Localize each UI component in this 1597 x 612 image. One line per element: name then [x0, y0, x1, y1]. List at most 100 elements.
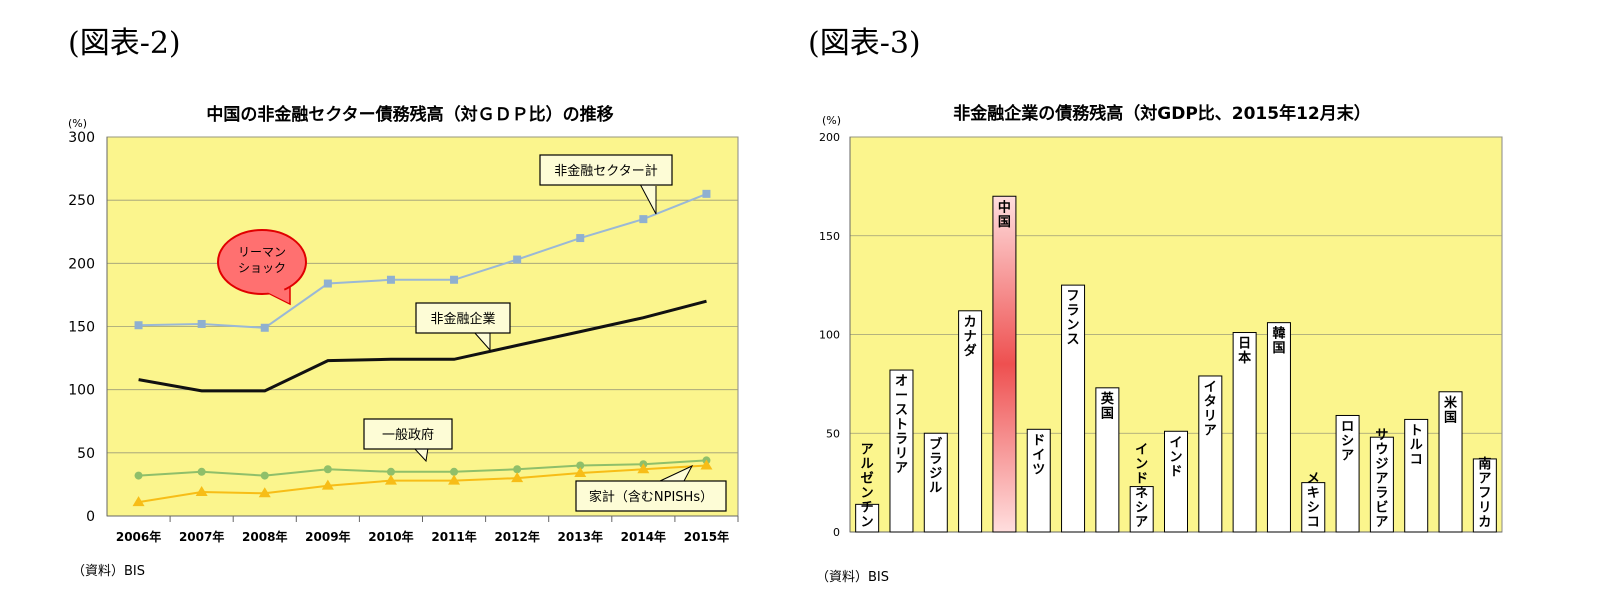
bar-category-char: 本 [1238, 350, 1251, 366]
series-line-3 [138, 464, 707, 504]
data-point-circle [260, 471, 269, 480]
data-point-triangle [448, 474, 461, 485]
bar-category-char: リ [1478, 501, 1491, 516]
bar-category-label: フランス [1067, 289, 1080, 348]
data-point-square [134, 321, 143, 330]
bar-category-char: ツ [1032, 462, 1045, 477]
bar-category-label: ロシア [1341, 420, 1354, 464]
bar-category-label: 米国 [1444, 395, 1458, 426]
series-line-0 [138, 192, 707, 329]
legend-government: 一般政府 [363, 418, 453, 463]
bar-category-char: メ [1307, 472, 1320, 487]
line-x-tick-label: 2014年 [621, 529, 666, 544]
bar-category-label: イタリア [1204, 380, 1217, 439]
lehman-label-line2: ショック [238, 261, 286, 275]
bar-category-char: ウ [1375, 443, 1388, 458]
data-point-square [323, 279, 332, 288]
bar [1061, 284, 1086, 533]
bar-category-char: リ [1204, 409, 1217, 424]
data-point-square [386, 275, 395, 284]
bar-y-tick-label: 200 [819, 131, 840, 144]
bar-y-tick-label: 150 [819, 230, 840, 243]
data-point-triangle [511, 472, 524, 483]
bar-category-label: 英国 [1100, 391, 1115, 422]
series-line-1 [138, 299, 707, 393]
line-x-tick-label: 2007年 [179, 529, 224, 544]
bar-category-label: ブラジル [929, 436, 942, 496]
data-point-circle [197, 467, 206, 476]
figure-3-caption: (図表-3) [808, 26, 921, 61]
bar-category-char: タ [1204, 395, 1217, 410]
data-point-triangle [384, 474, 397, 485]
bar-category-label: アルゼンチン [861, 443, 874, 531]
bar-category-char: ビ [1375, 500, 1388, 516]
bar-category-char: ル [929, 481, 942, 496]
bar [1266, 322, 1291, 533]
bar-category-char: ン [861, 515, 874, 530]
bar [1095, 387, 1120, 533]
bar [1438, 391, 1463, 533]
data-point-circle [134, 471, 143, 480]
callout-box [415, 302, 511, 334]
bar-category-char: ト [1410, 423, 1423, 438]
bar-y-tick-label: 0 [833, 526, 840, 539]
bar-category-char: 南 [1478, 456, 1491, 472]
callout-box [539, 154, 673, 186]
bar-category-char: ジ [929, 466, 942, 481]
bar [923, 432, 948, 533]
bar-category-char: ゼ [861, 471, 874, 487]
bar-category-label: トルコ [1410, 423, 1423, 467]
data-point-circle [513, 465, 522, 474]
bar-category-char: ア [861, 443, 874, 458]
bar-category-char: ア [1341, 449, 1354, 464]
line-y-tick-label: 0 [86, 509, 95, 525]
bar-category-label: サウジアラビア [1375, 428, 1388, 530]
callout-tail [413, 447, 429, 463]
bar-category-char: ラ [1067, 304, 1080, 319]
bar-category-char: 韓 [1272, 326, 1285, 342]
bar-category-char: ン [861, 486, 874, 501]
bar-category-char: ナ [964, 329, 977, 344]
bar-category-char: ア [1375, 472, 1388, 487]
bar-category-char: シ [1307, 501, 1320, 516]
bar-category-char: キ [1307, 486, 1320, 501]
callout-tail [659, 464, 694, 482]
bar-category-label: 南アフリカ [1478, 456, 1491, 530]
data-point-triangle [195, 485, 208, 496]
callout-tail [639, 183, 657, 215]
bar-category-char: ネ [1135, 486, 1148, 501]
figure-2-caption: (図表-2) [68, 26, 181, 61]
line-y-tick-label: 300 [68, 130, 95, 146]
bar-category-label: インドネシア [1135, 443, 1148, 531]
bar-category-char: イ [1204, 380, 1217, 395]
legend-nonfin-total: 非金融セクター計 [539, 154, 673, 215]
line-x-tick-label: 2009年 [305, 529, 350, 544]
bar [1404, 418, 1429, 533]
bar-category-label: オーストラリア [895, 374, 908, 476]
bar-category-char: ル [1410, 438, 1423, 453]
bar-category-char: ア [1135, 515, 1148, 530]
bar-category-char: ア [1204, 424, 1217, 439]
bar-category-char: ン [1135, 457, 1148, 472]
data-point-triangle [700, 459, 713, 470]
line-y-tick-label: 50 [77, 446, 95, 462]
line-chart-title: 中国の非金融セクター債務残高（対ＧＤＰ比）の推移 [206, 105, 614, 125]
bar-category-char: イ [1169, 435, 1182, 450]
bar-category-char: ブ [929, 436, 942, 452]
bar-category-char: ダ [964, 343, 977, 359]
data-point-square [197, 319, 206, 328]
bar-category-char: ア [895, 461, 908, 476]
callout-label: 非金融セクター計 [554, 163, 657, 179]
bar-category-char: ア [1375, 515, 1388, 530]
data-point-square [513, 255, 522, 264]
callout-box [363, 418, 453, 450]
data-point-triangle [132, 496, 145, 507]
data-point-square [702, 189, 711, 198]
bar [1129, 486, 1154, 533]
data-point-triangle [258, 487, 271, 498]
line-x-tick-label: 2012年 [494, 529, 539, 544]
lehman-bubble [217, 229, 307, 295]
bar-category-char: 米 [1444, 395, 1458, 411]
callout-label: 非金融企業 [430, 311, 495, 327]
